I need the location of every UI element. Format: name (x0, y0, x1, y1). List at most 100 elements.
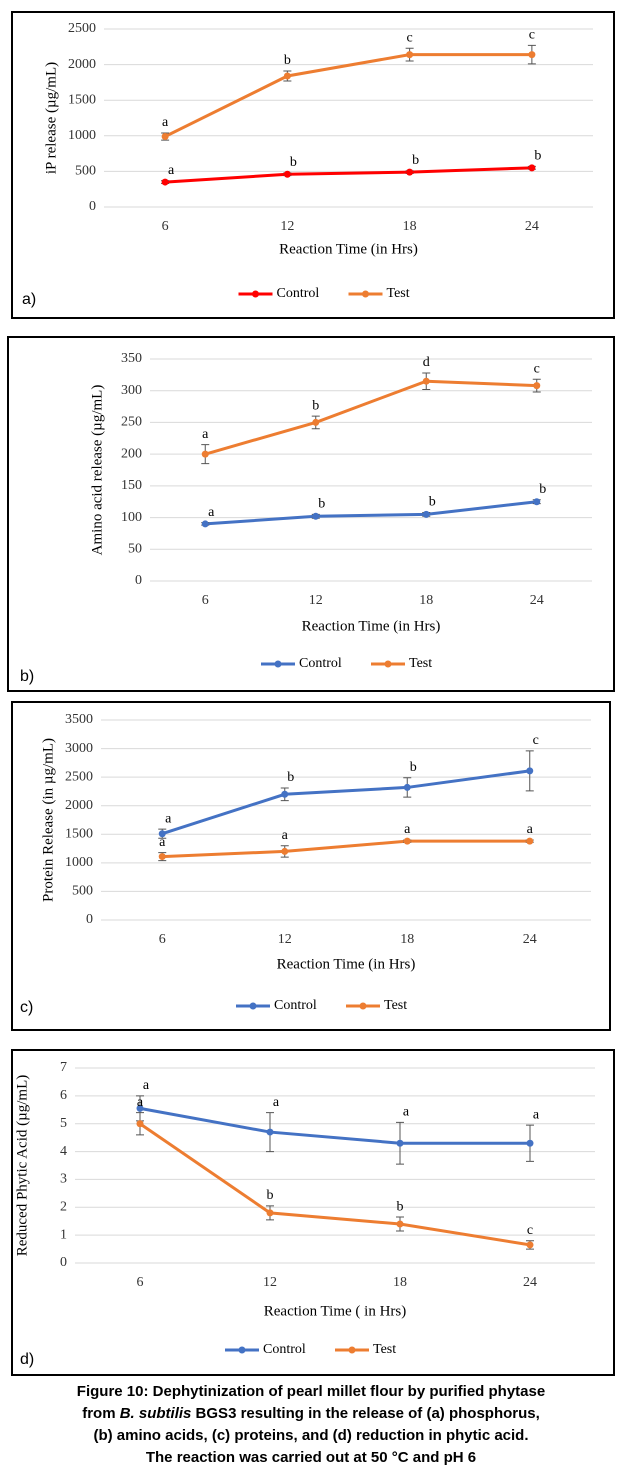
y-tick-label: 500 (72, 884, 93, 899)
data-point (406, 168, 414, 176)
data-point (161, 178, 169, 186)
significance-letter: a (165, 811, 172, 826)
series-line (165, 166, 532, 184)
y-tick-label: 0 (135, 573, 142, 588)
y-tick-label: 100 (121, 510, 142, 525)
data-point (281, 847, 289, 855)
y-tick-label: 3500 (65, 712, 93, 727)
data-point (422, 510, 430, 518)
data-point (266, 1128, 274, 1136)
significance-letter: a (143, 1078, 150, 1093)
series-line (164, 53, 532, 138)
significance-letter: a (208, 505, 215, 520)
significance-letter: b (539, 482, 546, 497)
series-line (139, 1106, 530, 1145)
legend-marker (238, 1346, 246, 1354)
y-axis-label: Amino acid release (µg/mL) (89, 385, 105, 556)
significance-letter: b (267, 1188, 274, 1203)
data-point (526, 767, 534, 775)
caption-line: The reaction was carried out at 50 °C an… (146, 1449, 476, 1466)
series-line (204, 379, 537, 456)
y-tick-label: 0 (60, 1255, 67, 1270)
x-tick-label: 18 (419, 593, 433, 608)
data-point (533, 498, 541, 506)
legend-label: Test (384, 998, 407, 1013)
caption-line: Figure 10: Dephytinization of pearl mill… (77, 1383, 545, 1400)
x-tick-label: 12 (280, 219, 294, 234)
data-point (396, 1139, 404, 1147)
panel-label: b) (20, 668, 34, 685)
y-axis-label: Protein Release (in µg/mL) (40, 738, 56, 902)
data-point (266, 1209, 274, 1217)
significance-letter: b (318, 497, 325, 512)
x-tick-label: 6 (162, 219, 169, 234)
significance-letter: a (533, 1107, 540, 1122)
significance-letter: a (527, 822, 534, 837)
data-point (422, 377, 430, 385)
significance-letter: c (407, 30, 413, 45)
y-tick-label: 1000 (65, 855, 93, 870)
significance-letter: b (429, 495, 436, 510)
significance-letter: b (412, 153, 419, 168)
y-tick-label: 7 (60, 1060, 67, 1075)
y-tick-label: 3000 (65, 741, 93, 756)
significance-letter: b (410, 760, 417, 775)
data-point (403, 837, 411, 845)
panel-border (11, 1049, 615, 1376)
legend-label: Test (387, 286, 410, 301)
caption-line: from B. subtilis BGS3 resulting in the r… (82, 1405, 540, 1422)
series-line (205, 500, 537, 526)
significance-letter: b (287, 770, 294, 785)
data-point (136, 1104, 144, 1112)
significance-letter: a (273, 1095, 280, 1110)
legend-marker (249, 1002, 257, 1010)
data-point (396, 1220, 404, 1228)
significance-letter: a (137, 1095, 144, 1110)
x-tick-label: 24 (530, 593, 544, 608)
x-tick-label: 6 (159, 932, 166, 947)
significance-letter: a (282, 828, 289, 843)
data-point (283, 72, 291, 80)
legend-marker (362, 290, 369, 298)
y-tick-label: 300 (121, 383, 142, 398)
legend-label: Control (274, 998, 317, 1013)
significance-letter: b (397, 1199, 404, 1214)
y-tick-label: 200 (121, 446, 142, 461)
significance-letter: a (403, 1105, 410, 1120)
x-tick-label: 24 (525, 219, 539, 234)
data-point (201, 450, 209, 458)
x-tick-label: 18 (403, 219, 417, 234)
y-tick-label: 1 (60, 1227, 67, 1242)
series-line (162, 839, 530, 859)
data-point (312, 418, 320, 426)
significance-letter: a (168, 163, 175, 178)
significance-letter: a (202, 427, 209, 442)
y-tick-label: 1000 (68, 128, 96, 143)
series-line (139, 1122, 531, 1247)
significance-letter: a (404, 822, 411, 837)
significance-letter: a (159, 835, 166, 850)
y-tick-label: 2 (60, 1200, 67, 1215)
panel-label: c) (20, 999, 33, 1016)
data-point (528, 51, 536, 59)
legend-label: Control (299, 656, 342, 671)
legend-marker (384, 660, 392, 668)
y-tick-label: 1500 (65, 827, 93, 842)
significance-letter: a (162, 115, 169, 130)
x-tick-label: 6 (202, 593, 209, 608)
x-tick-label: 24 (523, 1275, 537, 1290)
y-tick-label: 250 (121, 415, 142, 430)
panel-label: d) (20, 1351, 34, 1368)
legend-label: Control (277, 286, 320, 301)
y-tick-label: 0 (86, 912, 93, 927)
caption-italic: B. subtilis (120, 1405, 192, 1422)
data-point (526, 1139, 534, 1147)
y-tick-label: 500 (75, 164, 96, 179)
x-axis-label: Reaction Time (in Hrs) (279, 241, 418, 257)
y-axis-label: iP release (µg/mL) (43, 62, 59, 174)
x-tick-label: 12 (309, 593, 323, 608)
data-point (406, 51, 414, 59)
y-tick-label: 2500 (68, 21, 96, 36)
y-tick-label: 150 (121, 478, 142, 493)
data-point (312, 512, 320, 520)
